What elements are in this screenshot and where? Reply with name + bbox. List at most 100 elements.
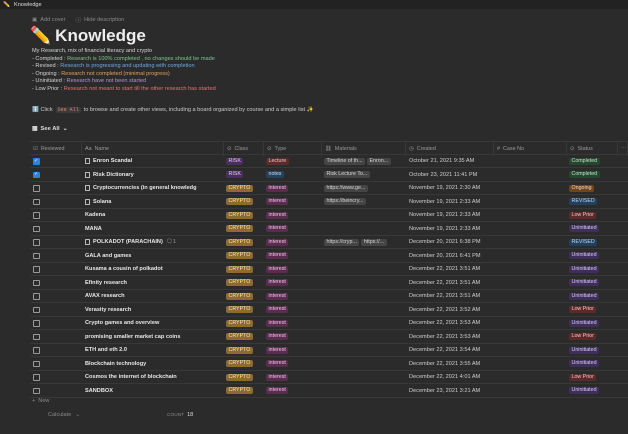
status-cell[interactable]: Low Prior bbox=[567, 371, 618, 385]
status-cell[interactable]: Uninitiated bbox=[567, 317, 618, 331]
case-no-cell[interactable] bbox=[494, 155, 567, 169]
status-cell[interactable]: Completed bbox=[567, 155, 618, 169]
class-cell[interactable]: CRYPTO bbox=[224, 317, 264, 331]
status-cell[interactable]: Uninitiated bbox=[567, 290, 618, 304]
name-cell[interactable]: Blockchain technology bbox=[82, 357, 224, 371]
type-cell[interactable]: interest bbox=[264, 344, 322, 358]
material-link[interactable]: Risk Lecture To... bbox=[324, 171, 370, 179]
type-cell[interactable]: interest bbox=[264, 182, 322, 196]
type-cell[interactable]: interest bbox=[264, 317, 322, 331]
name-cell[interactable]: ETH and eth 2.0 bbox=[82, 344, 224, 358]
status-cell[interactable]: Uninitiated bbox=[567, 384, 618, 398]
column-type[interactable]: ⊙ Type bbox=[264, 142, 322, 156]
name-cell[interactable]: Solana bbox=[82, 195, 224, 209]
materials-cell[interactable] bbox=[322, 317, 406, 331]
case-no-cell[interactable] bbox=[494, 357, 567, 371]
column-reviewed[interactable]: ☑ Reviewed bbox=[30, 142, 82, 156]
reviewed-checkbox[interactable] bbox=[33, 306, 40, 313]
class-cell[interactable]: CRYPTO bbox=[224, 195, 264, 209]
materials-cell[interactable] bbox=[322, 222, 406, 236]
name-cell[interactable]: Enron Scandal bbox=[82, 155, 224, 169]
name-cell[interactable]: GALA and games bbox=[82, 249, 224, 263]
material-link[interactable]: https://... bbox=[361, 238, 387, 246]
reviewed-checkbox[interactable] bbox=[33, 374, 40, 381]
status-cell[interactable]: Uninitiated bbox=[567, 222, 618, 236]
type-cell[interactable]: interest bbox=[264, 236, 322, 250]
type-cell[interactable]: notes bbox=[264, 168, 322, 182]
status-cell[interactable]: Completed bbox=[567, 168, 618, 182]
case-no-cell[interactable] bbox=[494, 168, 567, 182]
class-cell[interactable]: CRYPTO bbox=[224, 303, 264, 317]
reviewed-checkbox[interactable] bbox=[33, 279, 40, 286]
class-cell[interactable]: RISK bbox=[224, 168, 264, 182]
status-cell[interactable]: Uninitiated bbox=[567, 276, 618, 290]
material-link[interactable]: https://cryp... bbox=[324, 238, 360, 246]
type-cell[interactable]: interest bbox=[264, 209, 322, 223]
case-no-cell[interactable] bbox=[494, 222, 567, 236]
reviewed-checkbox[interactable] bbox=[33, 239, 40, 246]
reviewed-checkbox[interactable] bbox=[33, 360, 40, 367]
status-cell[interactable]: Uninitiated bbox=[567, 357, 618, 371]
materials-cell[interactable] bbox=[322, 344, 406, 358]
reviewed-checkbox[interactable]: ✓ bbox=[33, 157, 40, 165]
class-cell[interactable]: CRYPTO bbox=[224, 330, 264, 344]
new-row-button[interactable]: + New bbox=[32, 398, 50, 404]
reviewed-checkbox[interactable] bbox=[33, 252, 40, 259]
type-cell[interactable]: Lecture bbox=[264, 155, 322, 169]
class-cell[interactable]: CRYPTO bbox=[224, 357, 264, 371]
materials-cell[interactable] bbox=[322, 384, 406, 398]
type-cell[interactable]: interest bbox=[264, 330, 322, 344]
type-cell[interactable]: interest bbox=[264, 263, 322, 277]
class-cell[interactable]: RISK bbox=[224, 155, 264, 169]
class-cell[interactable]: CRYPTO bbox=[224, 276, 264, 290]
name-cell[interactable]: Verasity research bbox=[82, 303, 224, 317]
name-cell[interactable]: Risk Dictionary bbox=[82, 168, 224, 182]
type-cell[interactable]: interest bbox=[264, 222, 322, 236]
class-cell[interactable]: CRYPTO bbox=[224, 344, 264, 358]
name-cell[interactable]: SANDBOX bbox=[82, 384, 224, 398]
column-created[interactable]: ◷ Created bbox=[406, 142, 494, 156]
name-cell[interactable]: Cosmos the internet of blockchain bbox=[82, 371, 224, 385]
column-name[interactable]: Aa Name bbox=[82, 142, 224, 156]
case-no-cell[interactable] bbox=[494, 330, 567, 344]
name-cell[interactable]: Crypto games and overview bbox=[82, 317, 224, 331]
type-cell[interactable]: interest bbox=[264, 249, 322, 263]
reviewed-checkbox[interactable]: ✓ bbox=[33, 171, 40, 178]
class-cell[interactable]: CRYPTO bbox=[224, 384, 264, 398]
hide-description-button[interactable]: ⓘ Hide description bbox=[75, 17, 125, 24]
case-no-cell[interactable] bbox=[494, 263, 567, 277]
class-cell[interactable]: CRYPTO bbox=[224, 182, 264, 196]
reviewed-checkbox[interactable] bbox=[33, 333, 40, 340]
material-link[interactable]: Enron... bbox=[367, 157, 391, 165]
class-cell[interactable]: CRYPTO bbox=[224, 371, 264, 385]
reviewed-checkbox[interactable] bbox=[33, 225, 40, 232]
add-cover-button[interactable]: ▣ Add cover bbox=[32, 17, 66, 23]
status-cell[interactable]: Low Prior bbox=[567, 209, 618, 223]
calculate-button[interactable]: Calculate ⌄ bbox=[48, 412, 81, 418]
type-cell[interactable]: interest bbox=[264, 371, 322, 385]
reviewed-checkbox[interactable] bbox=[33, 293, 40, 300]
class-cell[interactable]: CRYPTO bbox=[224, 290, 264, 304]
materials-cell[interactable]: https://beincry... bbox=[322, 195, 406, 209]
type-cell[interactable]: interest bbox=[264, 357, 322, 371]
name-cell[interactable]: MANA bbox=[82, 222, 224, 236]
class-cell[interactable]: CRYPTO bbox=[224, 222, 264, 236]
type-cell[interactable]: interest bbox=[264, 384, 322, 398]
name-cell[interactable]: Kusama a cousin of polkadot bbox=[82, 263, 224, 277]
type-cell[interactable]: interest bbox=[264, 290, 322, 304]
comment-count[interactable]: 🗨1 bbox=[166, 239, 176, 245]
reviewed-checkbox[interactable] bbox=[33, 185, 40, 192]
reviewed-checkbox[interactable] bbox=[33, 212, 40, 219]
reviewed-checkbox[interactable] bbox=[33, 320, 40, 327]
view-selector-see-all[interactable]: ▦ See All ⌄ bbox=[32, 126, 68, 132]
name-cell[interactable]: POLKADOT (PARACHAIN) 🗨1 bbox=[82, 236, 224, 250]
case-no-cell[interactable] bbox=[494, 344, 567, 358]
case-no-cell[interactable] bbox=[494, 317, 567, 331]
materials-cell[interactable]: Risk Lecture To... bbox=[322, 168, 406, 182]
column-class[interactable]: ⊙ Class bbox=[224, 142, 264, 156]
materials-cell[interactable] bbox=[322, 263, 406, 277]
row-count[interactable]: COUNT 18 bbox=[167, 412, 194, 418]
case-no-cell[interactable] bbox=[494, 276, 567, 290]
type-cell[interactable]: interest bbox=[264, 303, 322, 317]
name-cell[interactable]: Efinity research bbox=[82, 276, 224, 290]
